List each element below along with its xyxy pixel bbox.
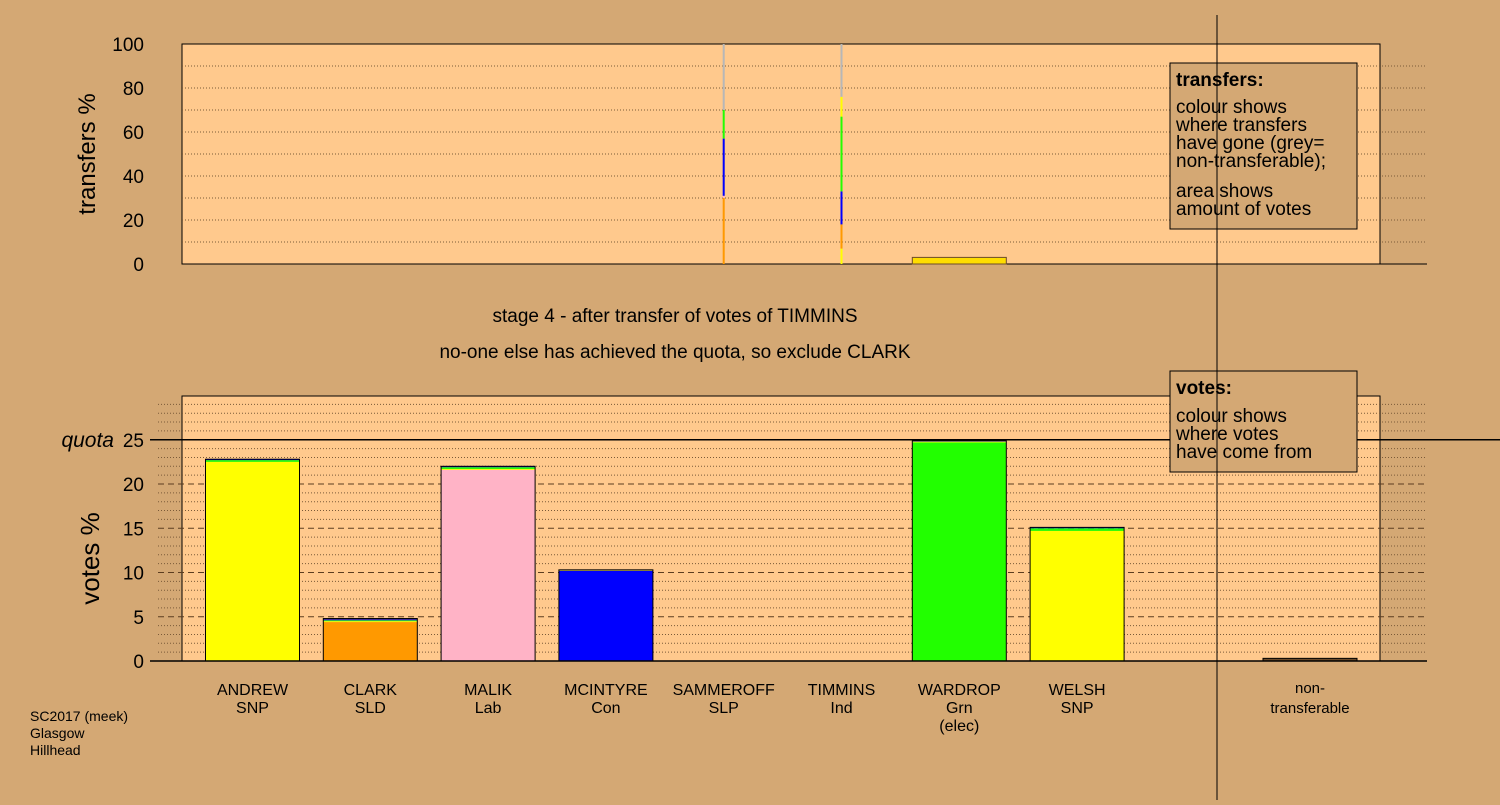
- vote-bar-segment: [205, 461, 300, 661]
- transfer-segment: [840, 116, 843, 192]
- transfer-segment: [722, 138, 725, 196]
- vote-bar-segment: [441, 469, 536, 661]
- votes-tick-label: 20: [123, 475, 144, 496]
- vote-bar-segment: [441, 468, 536, 470]
- transfer-segment: [722, 195, 725, 198]
- transfers-chart: 0 20 40 60 80 100 transfers % transfers: colour …: [74, 35, 1427, 276]
- transfer-band: [911, 256, 1007, 265]
- transfer-segment: [840, 96, 843, 117]
- candidate-name: MALIK: [464, 682, 512, 699]
- votes-tick-label: 25: [123, 431, 144, 452]
- votes-legend-line: have come from: [1176, 442, 1312, 463]
- transfer-segment: [840, 248, 843, 264]
- transfer-segment: [722, 110, 725, 139]
- vote-bar-segment: [323, 619, 418, 621]
- transfer-segment: [722, 44, 725, 110]
- non-transferable-label: non-: [1295, 680, 1325, 697]
- transfers-tick-label: 40: [123, 167, 144, 188]
- vote-bar-segment: [323, 621, 418, 623]
- votes-legend-title: votes:: [1176, 378, 1232, 399]
- transfers-legend-line: where transfers: [1175, 115, 1307, 136]
- candidate-party: SNP: [236, 700, 269, 717]
- action-line: no-one else has achieved the quota, so e…: [439, 342, 910, 363]
- transfers-tick-label: 20: [123, 211, 144, 232]
- candidate-name: ANDREW: [217, 682, 289, 699]
- quota-label: quota: [61, 429, 114, 452]
- footer-line-3: Hillhead: [30, 742, 81, 758]
- transfers-legend-line: area shows: [1176, 181, 1273, 202]
- vote-bar-segment: [558, 570, 653, 661]
- vote-bar-segment: [912, 442, 1007, 661]
- vote-bar-segment: [1030, 530, 1125, 661]
- transfers-legend-title: transfers:: [1176, 70, 1264, 91]
- votes-tick-label: 10: [123, 564, 144, 585]
- votes-axis-label: votes %: [75, 512, 105, 605]
- candidate-party: SLD: [355, 700, 386, 717]
- transfers-tick-label: 60: [123, 123, 144, 144]
- transfers-legend-line: non-transferable);: [1176, 151, 1326, 172]
- footer-line-1: SC2017 (meek): [30, 708, 128, 724]
- transfers-legend-line: have gone (grey=: [1176, 133, 1324, 154]
- candidate-name: CLARK: [344, 682, 398, 699]
- vote-bar-segment: [1030, 528, 1125, 531]
- transfer-segment: [840, 44, 843, 97]
- candidate-name: MCINTYRE: [564, 682, 648, 699]
- candidate-labels: ANDREWSNPCLARKSLDMALIKLabMCINTYREConSAMM…: [217, 680, 1350, 735]
- vote-bar-segment: [323, 622, 418, 661]
- transfer-segment: [840, 191, 843, 225]
- stage-line: stage 4 - after transfer of votes of TIM…: [492, 306, 857, 327]
- candidate-party: SLP: [709, 700, 739, 717]
- votes-legend-line: colour shows: [1176, 406, 1287, 427]
- non-transferable-label: transferable: [1270, 700, 1349, 717]
- votes-tick-label: 5: [133, 608, 144, 629]
- footer-line-2: Glasgow: [30, 725, 85, 741]
- transfers-tick-label: 0: [133, 255, 144, 276]
- transfers-legend-line: colour shows: [1176, 97, 1287, 118]
- candidate-party: Con: [591, 700, 620, 717]
- candidate-name: WARDROP: [918, 682, 1001, 699]
- vote-bar-segment: [441, 467, 536, 469]
- votes-chart: 0 5 10 15 20 25 quota votes % votes: colour shows…: [61, 370, 1500, 673]
- transfers-legend-box: [1169, 62, 1358, 230]
- candidate-party: Ind: [830, 700, 852, 717]
- transfers-tick-label: 100: [112, 35, 144, 56]
- transfer-segment: [722, 198, 725, 264]
- vote-bar-segment: [205, 460, 300, 462]
- vote-bar-segment: [912, 441, 1007, 443]
- votes-tick-label: 15: [123, 519, 144, 540]
- transfers-tick-label: 80: [123, 79, 144, 100]
- votes-tick-label: 0: [133, 652, 144, 673]
- candidate-party: Lab: [475, 700, 502, 717]
- candidate-name: WELSH: [1049, 682, 1106, 699]
- candidate-name: TIMMINS: [808, 682, 876, 699]
- candidate-party: Grn: [946, 700, 973, 717]
- votes-legend-box: [1169, 370, 1358, 473]
- candidate-name: SAMMEROFF: [673, 682, 775, 699]
- candidate-party: SNP: [1061, 700, 1094, 717]
- candidate-status: (elec): [939, 718, 979, 735]
- vote-bar-segment: [323, 620, 418, 622]
- transfer-segment: [840, 224, 843, 249]
- votes-legend-line: where votes: [1175, 424, 1278, 445]
- transfers-legend-line: amount of votes: [1176, 199, 1311, 220]
- transfers-axis-label: transfers %: [74, 93, 101, 214]
